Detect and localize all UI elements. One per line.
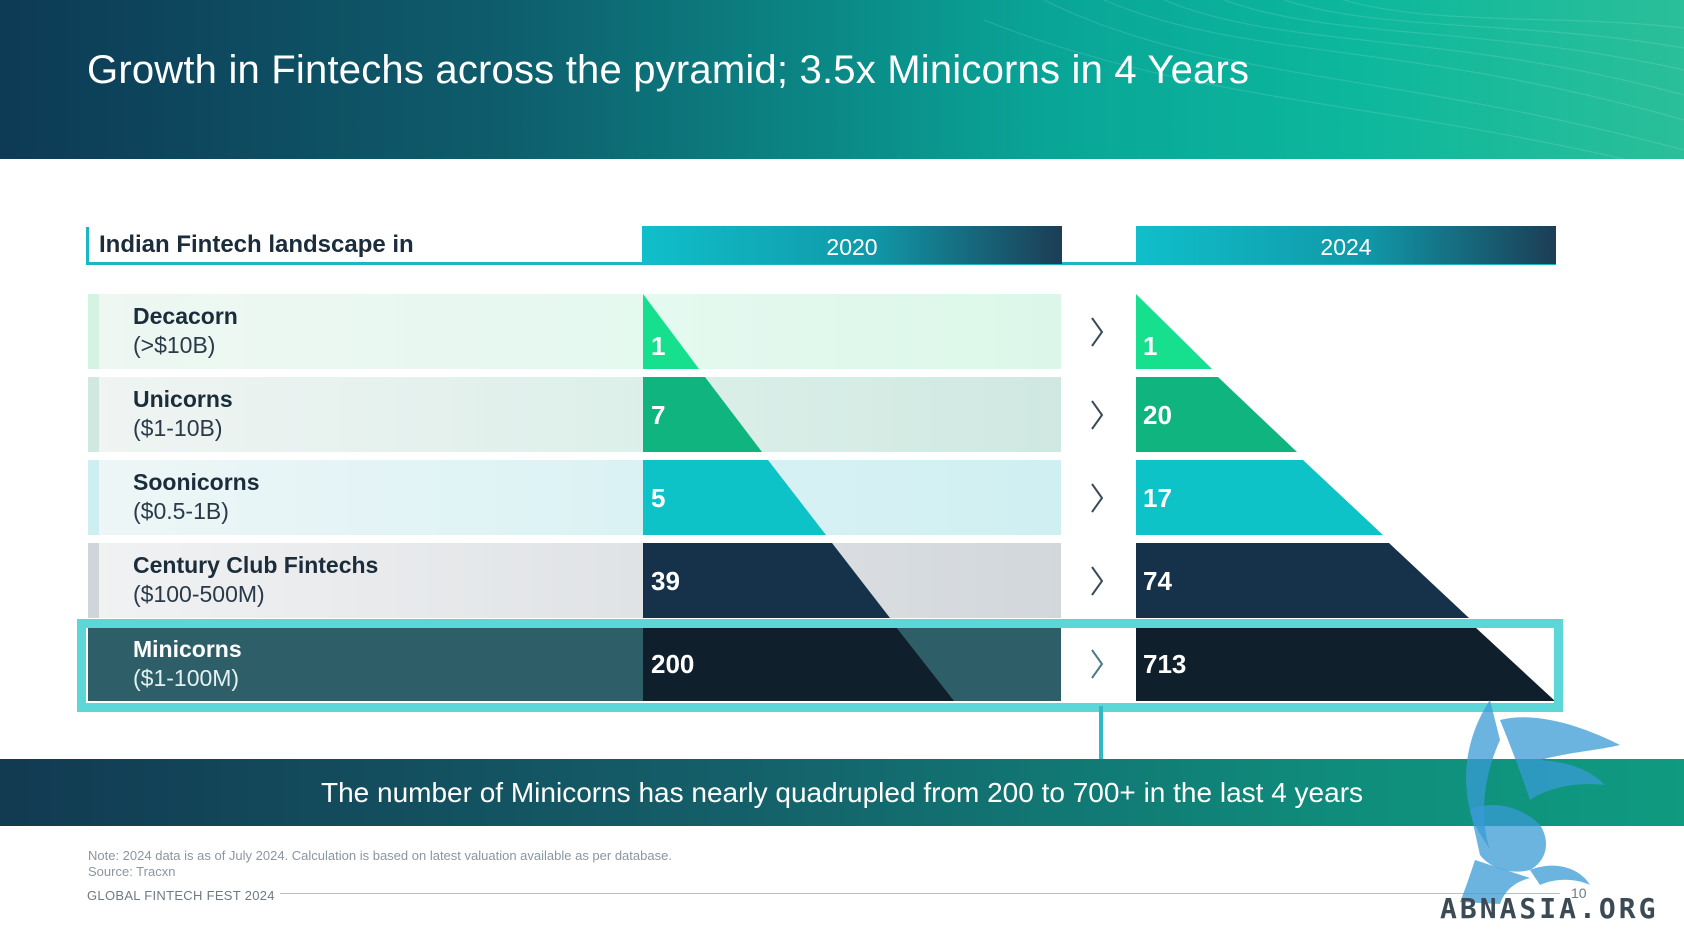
category-range-decacorn: (>$10B): [133, 332, 216, 358]
category-range-unicorns: ($1-10B): [133, 415, 223, 441]
shape-2020-decacorn: [643, 294, 699, 369]
value-2024-decacorn: 1: [1143, 331, 1157, 361]
row-band-soonicorns: [88, 460, 1061, 535]
shape-2024-unicorns: [1136, 377, 1297, 452]
shape-2020-soonicorns: [643, 460, 826, 535]
category-range-minicorns: ($1-100M): [133, 665, 240, 691]
chevron-right-icon: [1091, 649, 1104, 679]
chevron-right-icon: [1091, 566, 1104, 596]
value-2024-minicorns: 713: [1143, 649, 1186, 679]
value-2020-unicorns: 7: [651, 400, 665, 430]
chevron-right-icon: [1091, 400, 1104, 430]
shape-2020-unicorns: [643, 377, 762, 452]
shape-2024-soonicorns: [1136, 460, 1383, 535]
shape-2020-minicorns: [643, 627, 954, 701]
watermark-text: ABNASIA.ORG: [1440, 892, 1659, 925]
source-note: Source: Tracxn: [88, 864, 176, 879]
value-2024-unicorns: 20: [1143, 400, 1172, 430]
category-name-decacorn: Decacorn: [133, 303, 238, 329]
row-stripe-decacorn: [88, 294, 99, 369]
row-band-decacorn: [88, 294, 1061, 369]
category-name-unicorns: Unicorns: [133, 386, 233, 412]
value-2020-century: 39: [651, 566, 680, 596]
shape-2020-century: [643, 543, 890, 618]
chevron-right-icon: [1091, 483, 1104, 513]
category-name-soonicorns: Soonicorns: [133, 469, 260, 495]
shape-2024-decacorn: [1136, 294, 1212, 369]
footer-divider: [280, 893, 1560, 894]
shape-2024-century: [1136, 543, 1469, 618]
landscape-label-text: Indian Fintech landscape in: [99, 231, 414, 258]
chevron-right-icon: [1091, 317, 1104, 347]
row-stripe-century: [88, 543, 99, 618]
value-2020-soonicorns: 5: [651, 483, 665, 513]
row-band-unicorns: [88, 377, 1061, 452]
value-2024-century: 74: [1143, 566, 1172, 596]
category-range-soonicorns: ($0.5-1B): [133, 498, 229, 524]
footnote: Note: 2024 data is as of July 2024. Calc…: [88, 848, 672, 863]
category-range-century: ($100-500M): [133, 581, 265, 607]
value-2020-decacorn: 1: [651, 331, 665, 361]
highlight-connector: [1099, 706, 1103, 760]
row-stripe-unicorns: [88, 377, 99, 452]
griffin-watermark-icon: [1460, 700, 1620, 904]
conclusion-banner: The number of Minicorns has nearly quadr…: [0, 759, 1684, 826]
shape-2024-minicorns: [1136, 627, 1555, 701]
row-stripe-soonicorns: [88, 460, 99, 535]
footer-brand: GLOBAL FINTECH FEST 2024: [87, 888, 275, 903]
category-name-minicorns: Minicorns: [133, 636, 242, 662]
minicorns-highlight-frame: [77, 619, 1563, 712]
value-2020-minicorns: 200: [651, 649, 694, 679]
page-number: 10: [1571, 885, 1587, 901]
header-banner: Growth in Fintechs across the pyramid; 3…: [0, 0, 1684, 159]
year-header-2020: 2020: [642, 226, 1062, 264]
category-name-century: Century Club Fintechs: [133, 552, 379, 578]
page-title: Growth in Fintechs across the pyramid; 3…: [87, 48, 1250, 92]
value-2024-soonicorns: 17: [1143, 483, 1172, 513]
year-header-2024: 2024: [1136, 226, 1556, 264]
header-wave-decoration: [984, 0, 1684, 159]
row-band-century: [88, 543, 1061, 618]
